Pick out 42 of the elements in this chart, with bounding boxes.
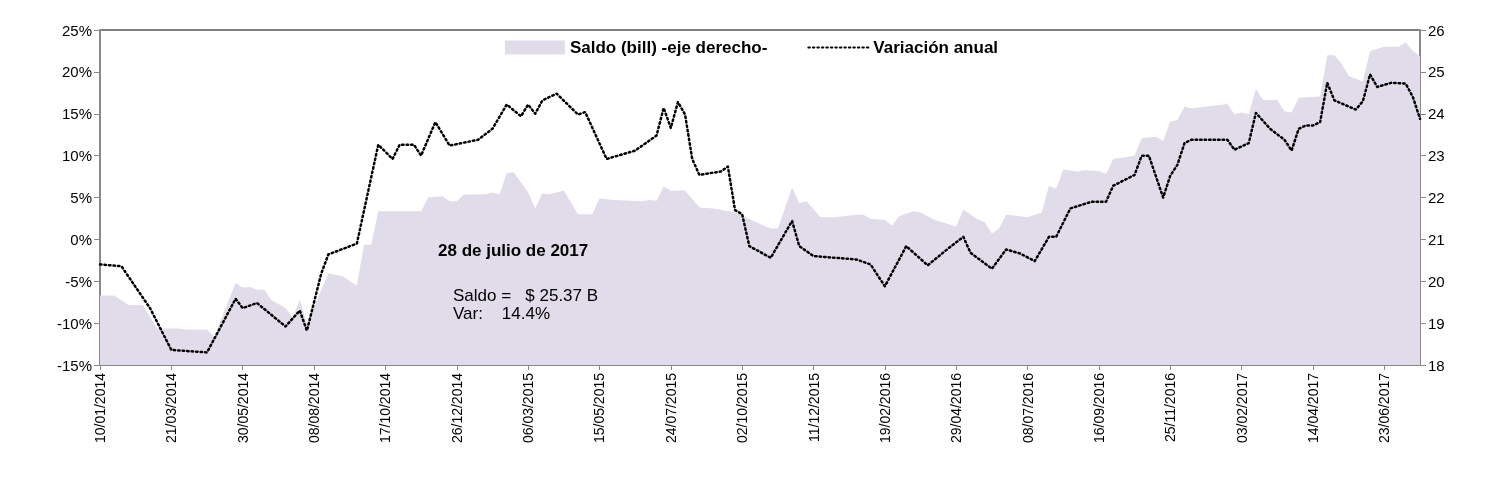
legend-label: Saldo (bill) -eje derecho- [569, 38, 768, 57]
y-tick-label: 20% [61, 63, 92, 81]
y2-tick-label: 21 [1428, 230, 1445, 248]
annotation: Saldo = $ 25.37 B [453, 286, 599, 305]
annotation: 28 de julio de 2017 [438, 241, 589, 260]
x-tick-label: 30/05/2014 [234, 372, 251, 444]
annotation: Var: 14.4% [453, 304, 551, 323]
x-tick-label: 26/12/2014 [448, 372, 465, 444]
y2-tick-label: 19 [1428, 314, 1445, 332]
y2-tick-label: 20 [1428, 272, 1445, 290]
x-tick-label: 02/10/2015 [734, 372, 751, 444]
y2-tick-label: 23 [1428, 147, 1445, 165]
x-tick-label: 21/03/2014 [163, 372, 180, 444]
y-tick-label: -15% [56, 356, 92, 374]
y2-tick-label: 26 [1428, 21, 1445, 39]
x-tick-label: 29/04/2016 [948, 372, 965, 444]
legend-label: Variación anual [873, 38, 999, 57]
x-tick-label: 10/01/2014 [92, 372, 108, 444]
x-tick-label: 14/04/2017 [1304, 372, 1321, 444]
x-tick-label: 15/05/2015 [591, 372, 608, 444]
x-tick-label: 17/10/2014 [377, 372, 394, 444]
x-tick-label: 25/11/2016 [1162, 372, 1179, 443]
x-tick-label: 08/07/2016 [1019, 372, 1036, 444]
y-tick-label: 15% [61, 105, 92, 123]
y2-tick-label: 22 [1428, 189, 1445, 206]
y-tick-label: 10% [61, 147, 92, 165]
y2-tick-label: 25 [1428, 63, 1445, 81]
x-tick-label: 08/08/2014 [306, 372, 323, 444]
x-tick-label: 16/09/2016 [1090, 372, 1107, 444]
y-tick-label: 0% [70, 230, 92, 248]
x-tick-label: 11/12/2015 [805, 372, 822, 443]
y-tick-label: 25% [61, 21, 92, 39]
x-tick-label: 23/06/2017 [1376, 372, 1393, 444]
x-tick-label: 06/03/2015 [520, 372, 537, 444]
y2-tick-label: 24 [1428, 105, 1445, 123]
y-tick-label: -10% [56, 314, 92, 332]
x-tick-label: 03/02/2017 [1233, 372, 1250, 444]
y-tick-label: -5% [65, 272, 92, 290]
y2-tick-label: 18 [1428, 356, 1445, 374]
y-tick-label: 5% [70, 189, 92, 206]
x-tick-label: 19/02/2016 [876, 372, 893, 444]
x-tick-label: 24/07/2015 [662, 372, 679, 444]
